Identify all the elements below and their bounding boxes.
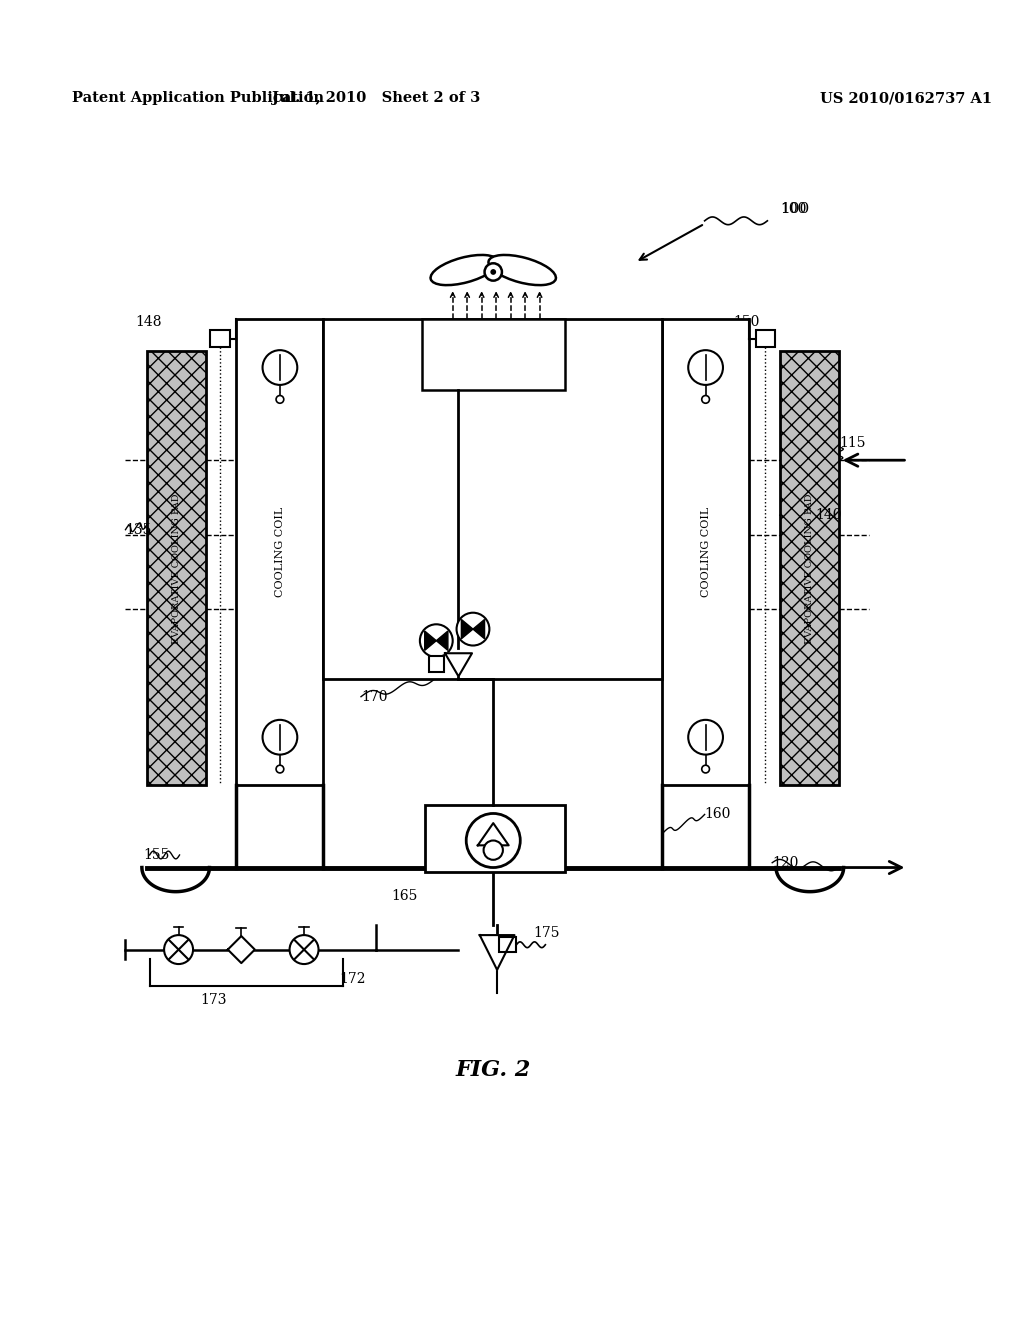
- Text: 155: 155: [143, 847, 169, 862]
- Text: 173: 173: [201, 993, 227, 1007]
- Bar: [499, 937, 516, 953]
- Polygon shape: [436, 631, 447, 651]
- Text: COOLING COIL: COOLING COIL: [274, 507, 285, 598]
- Bar: [237, 319, 324, 785]
- Text: 125: 125: [340, 359, 367, 374]
- Text: 100: 100: [780, 202, 806, 216]
- Bar: [756, 330, 775, 347]
- Text: FIG. 2: FIG. 2: [456, 1059, 530, 1081]
- Text: EVAPORATIVE COOLING PAD: EVAPORATIVE COOLING PAD: [805, 494, 814, 644]
- Text: 115: 115: [840, 436, 866, 450]
- Polygon shape: [479, 935, 514, 970]
- Circle shape: [262, 350, 297, 385]
- Text: EVAPORATIVE COOLING PAD: EVAPORATIVE COOLING PAD: [172, 494, 180, 644]
- Text: 130: 130: [603, 404, 630, 418]
- Text: 171: 171: [365, 631, 391, 644]
- Text: 160: 160: [705, 808, 731, 821]
- Text: 172: 172: [340, 972, 367, 986]
- Text: COOLING COIL: COOLING COIL: [700, 507, 711, 598]
- Circle shape: [484, 263, 502, 281]
- Circle shape: [490, 269, 497, 275]
- Circle shape: [701, 396, 710, 403]
- Text: Patent Application Publication: Patent Application Publication: [73, 91, 325, 106]
- Polygon shape: [425, 631, 436, 651]
- Text: 146: 146: [442, 391, 469, 404]
- Circle shape: [262, 719, 297, 755]
- Circle shape: [701, 766, 710, 774]
- Circle shape: [276, 396, 284, 403]
- Circle shape: [457, 612, 489, 645]
- Text: 165: 165: [391, 890, 418, 903]
- Bar: [146, 351, 206, 785]
- Ellipse shape: [430, 255, 498, 285]
- Circle shape: [276, 766, 284, 774]
- Text: 120: 120: [772, 855, 799, 870]
- Ellipse shape: [488, 255, 556, 285]
- Text: 100: 100: [780, 202, 809, 216]
- Circle shape: [466, 813, 520, 867]
- Polygon shape: [478, 824, 509, 845]
- Circle shape: [483, 841, 503, 859]
- Bar: [425, 805, 564, 873]
- Polygon shape: [473, 619, 484, 639]
- Text: 170: 170: [361, 689, 387, 704]
- Bar: [210, 330, 229, 347]
- Text: 135: 135: [126, 523, 152, 537]
- Text: 148: 148: [135, 315, 162, 329]
- Text: 147: 147: [495, 624, 521, 638]
- Text: 175: 175: [534, 927, 560, 940]
- Circle shape: [164, 935, 194, 964]
- Bar: [780, 351, 839, 785]
- Bar: [422, 319, 564, 389]
- Bar: [429, 656, 444, 672]
- Bar: [663, 319, 749, 785]
- Circle shape: [290, 935, 318, 964]
- Text: 150: 150: [733, 315, 760, 329]
- Circle shape: [688, 350, 723, 385]
- Text: 140: 140: [816, 508, 842, 523]
- Polygon shape: [227, 936, 255, 964]
- Text: 149: 149: [502, 543, 528, 556]
- Circle shape: [688, 719, 723, 755]
- Polygon shape: [462, 619, 473, 639]
- Polygon shape: [445, 653, 472, 676]
- Text: 145: 145: [526, 808, 553, 821]
- Bar: [324, 319, 663, 680]
- Circle shape: [420, 624, 453, 657]
- Text: Jul. 1, 2010   Sheet 2 of 3: Jul. 1, 2010 Sheet 2 of 3: [272, 91, 480, 106]
- Text: US 2010/0162737 A1: US 2010/0162737 A1: [820, 91, 992, 106]
